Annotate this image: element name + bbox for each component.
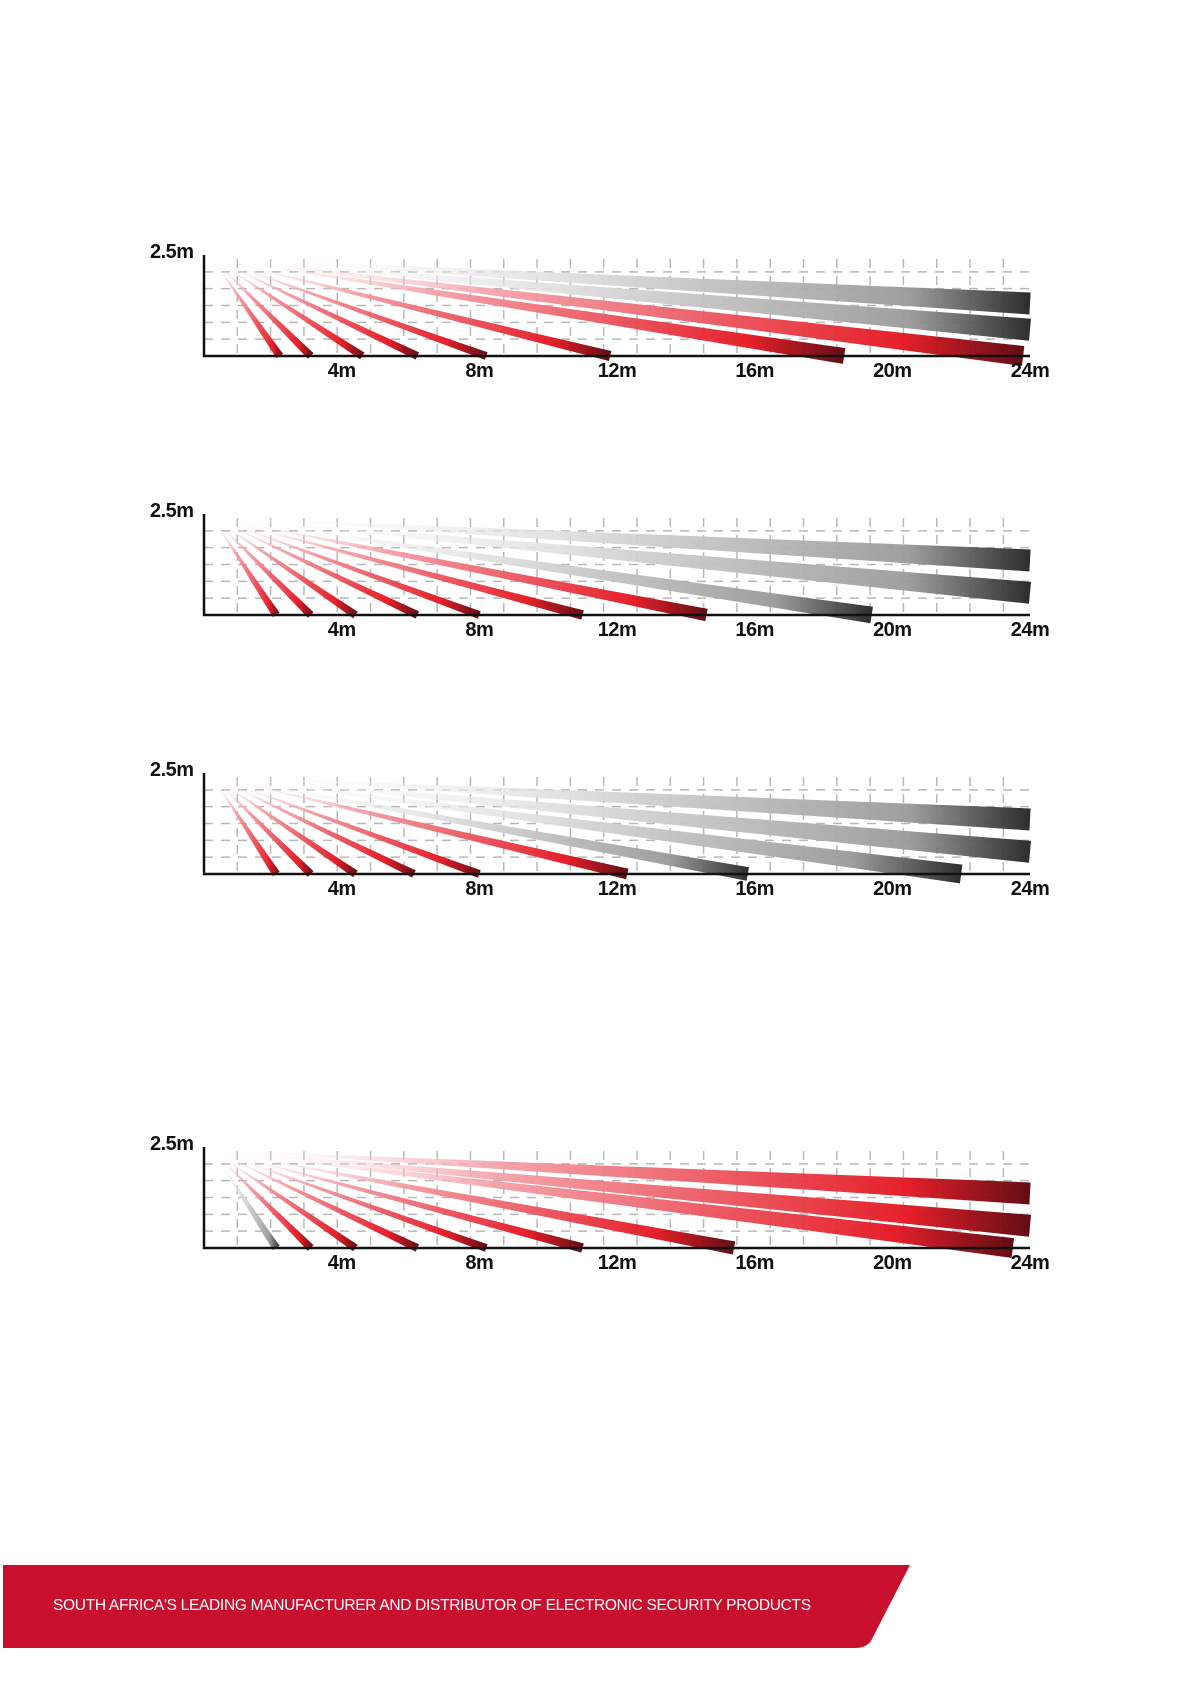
x-tick-label: 8m <box>465 360 494 382</box>
x-tick-label: 20m <box>873 1252 912 1274</box>
diagram-svg <box>202 255 1031 366</box>
axis-lines <box>202 255 1030 358</box>
x-tick-label: 4m <box>327 1252 356 1274</box>
beam-red <box>212 1150 736 1255</box>
x-tick-label: 24m <box>1010 360 1050 382</box>
beam-red <box>212 258 284 359</box>
x-tick-label: 20m <box>873 360 912 382</box>
beam-red <box>212 776 358 878</box>
x-tick-label: 16m <box>735 878 774 900</box>
beam-red <box>212 1150 584 1253</box>
beam-red <box>212 258 1025 366</box>
x-tick-label: 4m <box>327 878 356 900</box>
beam-gray <box>212 517 873 624</box>
x-tick-label: 8m <box>465 619 494 641</box>
x-tick-label: 16m <box>735 1252 774 1274</box>
beam-red <box>212 517 358 619</box>
beam-red <box>212 517 314 618</box>
beam-red <box>212 258 365 360</box>
beam-gray <box>212 517 1031 572</box>
beam-red <box>212 1150 420 1252</box>
beam-red <box>212 1150 488 1252</box>
beam-red <box>212 776 481 878</box>
detection-diagram-4: 2.5m 4m 8m 12m 16m 20m 24m <box>0 1127 1191 1297</box>
diagram-svg <box>202 773 1032 884</box>
beam-gray <box>212 776 1032 863</box>
footer-banner-shape <box>3 1565 910 1648</box>
footer-banner: SOUTH AFRICA'S LEADING MANUFACTURER AND … <box>3 1565 910 1648</box>
diagram-svg <box>202 1147 1032 1258</box>
x-tick-label: 8m <box>465 878 494 900</box>
y-axis-label: 2.5m <box>150 1133 194 1155</box>
detection-diagram-2: 2.5m 4m 8m 12m 16m 20m 24m <box>0 494 1191 664</box>
y-axis-label: 2.5m <box>150 241 194 263</box>
beam-gray <box>212 776 750 881</box>
y-axis-label: 2.5m <box>150 759 194 781</box>
beam-red <box>212 258 420 360</box>
x-tick-label: 16m <box>735 619 774 641</box>
beam-red <box>212 776 416 878</box>
beam-red <box>212 776 280 877</box>
x-tick-label: 24m <box>1010 878 1050 900</box>
beam-red <box>212 517 481 619</box>
footer-text: SOUTH AFRICA'S LEADING MANUFACTURER AND … <box>53 1597 811 1614</box>
x-tick-label: 12m <box>597 619 637 641</box>
axis-lines <box>202 1147 1030 1250</box>
beam-red <box>212 517 420 619</box>
beam-red <box>212 1150 314 1251</box>
beam-red <box>212 776 314 877</box>
x-tick-label: 20m <box>873 619 912 641</box>
axis-lines <box>202 514 1030 617</box>
x-tick-label: 24m <box>1010 619 1050 641</box>
x-tick-label: 12m <box>597 360 637 382</box>
detection-diagram-1: 2.5m 4m 8m 12m 16m 20m 24m <box>0 235 1191 405</box>
beam-red <box>212 517 280 618</box>
beam-red <box>212 258 488 360</box>
beam-red <box>212 1150 358 1252</box>
x-tick-label: 4m <box>327 619 356 641</box>
beam-red <box>212 517 708 622</box>
beam-gray <box>212 517 1032 604</box>
x-tick-label: 16m <box>735 360 774 382</box>
x-tick-label: 12m <box>597 878 637 900</box>
beam-red <box>212 776 629 880</box>
beam-red <box>212 258 314 359</box>
x-tick-label: 8m <box>465 1252 494 1274</box>
beam-gray <box>212 258 1031 341</box>
x-tick-label: 20m <box>873 878 912 900</box>
x-tick-label: 4m <box>327 360 356 382</box>
beam-red <box>212 517 584 620</box>
beam-gray <box>212 1150 280 1251</box>
beam-red <box>212 1150 1015 1258</box>
beam-red <box>212 258 612 361</box>
axis-lines <box>202 773 1030 876</box>
beam-gray <box>212 776 963 884</box>
beam-gray <box>212 776 1031 831</box>
diagram-svg <box>202 514 1032 624</box>
x-tick-label: 12m <box>597 1252 637 1274</box>
x-tick-label: 24m <box>1010 1252 1050 1274</box>
detection-diagram-3: 2.5m 4m 8m 12m 16m 20m 24m <box>0 753 1191 923</box>
beam-gray <box>212 258 1031 315</box>
y-axis-label: 2.5m <box>150 500 194 522</box>
beam-red <box>212 258 846 364</box>
beam-red <box>212 1150 1032 1237</box>
beam-red <box>212 1150 1031 1205</box>
